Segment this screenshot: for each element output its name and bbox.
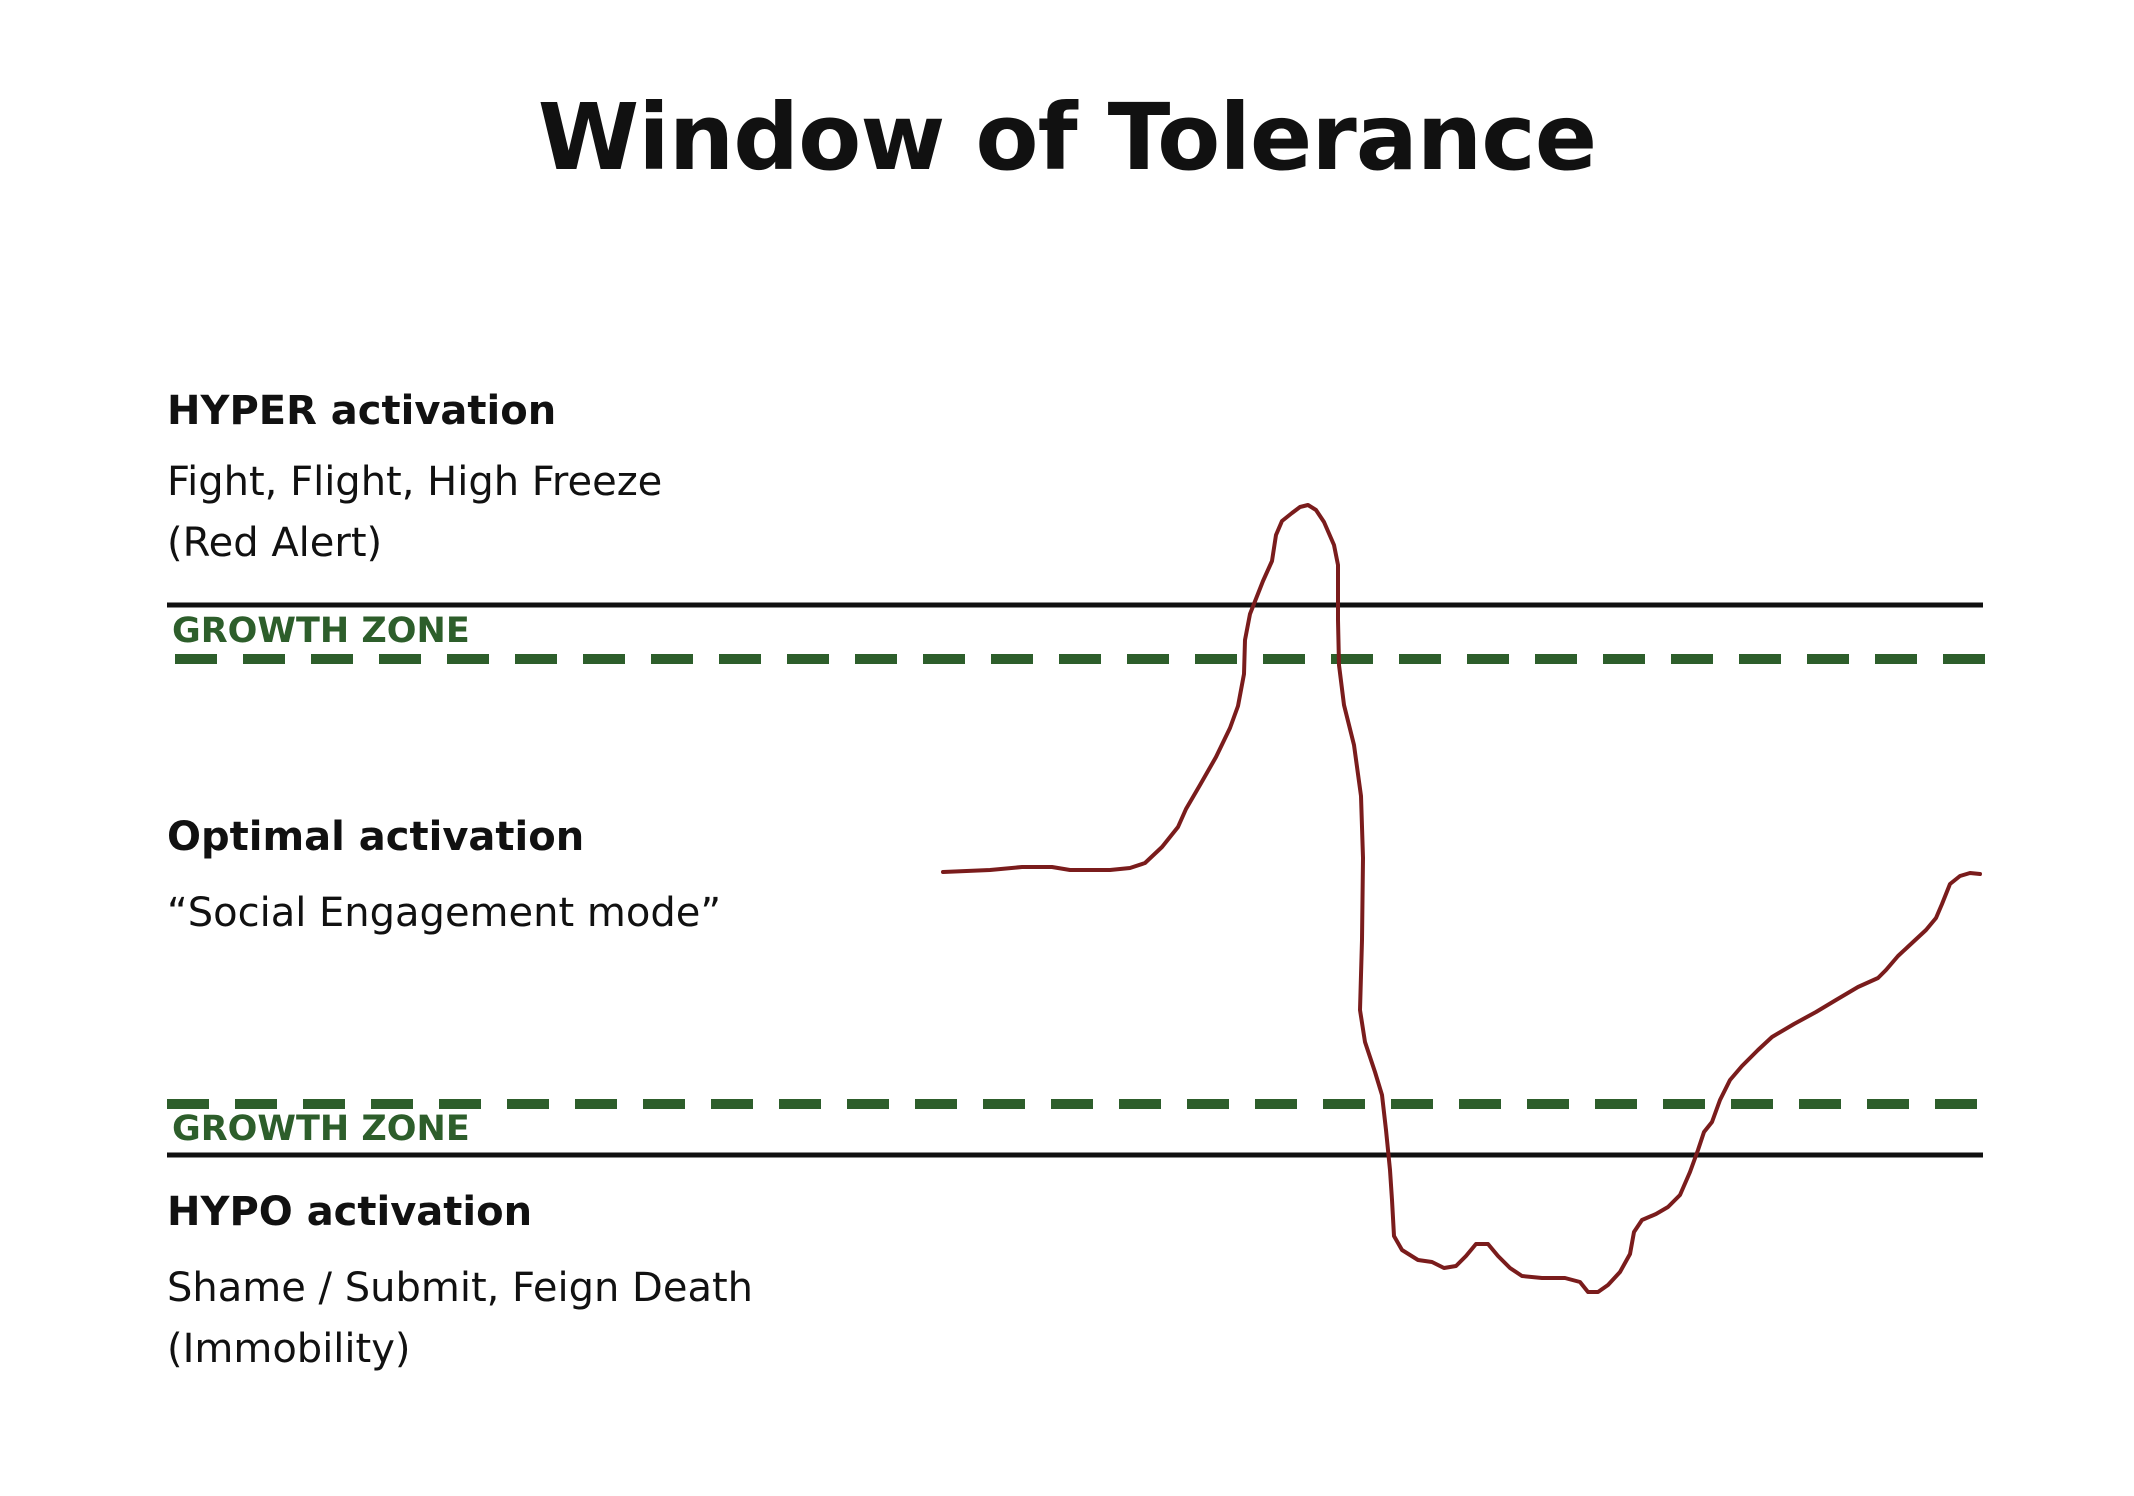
hyper-activation-heading: HYPER activation xyxy=(167,388,557,434)
hyper-activation-note: (Red Alert) xyxy=(167,520,383,566)
hypo-activation-heading: HYPO activation xyxy=(167,1189,533,1235)
optimal-activation-description: “Social Engagement mode” xyxy=(167,890,722,936)
diagram-title: Window of Tolerance xyxy=(537,84,1597,191)
optimal-activation-heading: Optimal activation xyxy=(167,814,585,860)
growth-zone-label-bottom: GROWTH ZONE xyxy=(172,1109,470,1149)
hypo-activation-note: (Immobility) xyxy=(167,1326,411,1372)
hypo-activation-description: Shame / Submit, Feign Death xyxy=(167,1265,754,1311)
activation-curve xyxy=(941,503,1982,1294)
growth-zone-label-top: GROWTH ZONE xyxy=(172,611,470,651)
hyper-activation-description: Fight, Flight, High Freeze xyxy=(167,459,663,505)
